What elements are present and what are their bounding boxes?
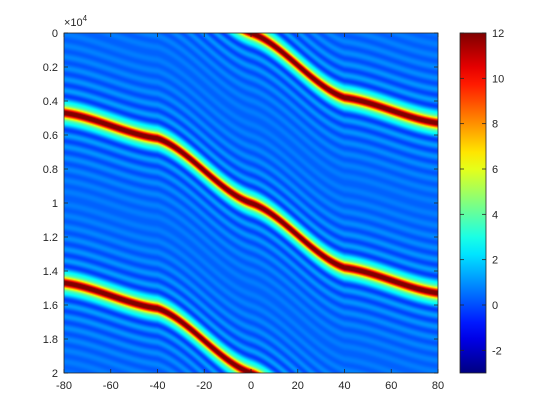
y-tick-label: 1.2 xyxy=(43,232,58,244)
y-axis-multiplier: ×104 xyxy=(64,14,88,29)
colorbar-frame xyxy=(459,32,487,374)
x-tick-label: 40 xyxy=(338,380,350,392)
x-tick-label: -20 xyxy=(196,380,212,392)
y-axis-multiplier-exponent: 4 xyxy=(83,14,88,23)
x-tick-label: 60 xyxy=(385,380,397,392)
colorbar-tick-label: 6 xyxy=(492,164,498,176)
y-tick-label: 0.2 xyxy=(43,62,58,74)
colorbar-tick-label: 4 xyxy=(492,209,498,221)
x-tick-label: -40 xyxy=(150,380,166,392)
y-tick-label: 0.4 xyxy=(43,96,58,108)
colorbar-tick-label: 10 xyxy=(492,73,504,85)
y-tick-label: 1 xyxy=(52,198,58,210)
colorbar-tick-label: 0 xyxy=(492,300,498,312)
y-tick-label: 1.8 xyxy=(43,334,58,346)
y-axis: 0 0.2 0.4 0.6 0.8 1 1.2 1.4 1.6 1.8 2 xyxy=(43,28,438,380)
plot-area xyxy=(63,32,439,374)
x-tick-label: -80 xyxy=(56,380,72,392)
y-axis-multiplier-base: ×10 xyxy=(64,17,83,29)
y-tick-label: 1.4 xyxy=(43,266,58,278)
colorbar-tick-label: 8 xyxy=(492,119,498,131)
colorbar-ticks: -2 0 2 4 6 8 10 12 xyxy=(460,28,504,357)
x-axis: -80 -60 -40 -20 0 20 40 60 80 xyxy=(56,33,444,392)
y-tick-label: 0.6 xyxy=(43,130,58,142)
y-tick-label: 1.6 xyxy=(43,300,58,312)
colorbar-tick-label: 2 xyxy=(492,255,498,267)
heatmap-image xyxy=(64,33,438,373)
x-tick-label: 20 xyxy=(292,380,304,392)
y-tick-label: 2 xyxy=(52,368,58,380)
colorbar-tick-label: -2 xyxy=(492,345,502,357)
colorbar-fill xyxy=(460,33,486,373)
y-tick-label: 0.8 xyxy=(43,164,58,176)
colorbar-tick-label: 12 xyxy=(492,28,504,40)
y-tick-label: 0 xyxy=(52,28,58,40)
x-tick-label: 0 xyxy=(248,380,254,392)
colorbar: -2 0 2 4 6 8 10 12 xyxy=(459,28,504,374)
x-tick-label: 80 xyxy=(432,380,444,392)
x-tick-label: -60 xyxy=(103,380,119,392)
